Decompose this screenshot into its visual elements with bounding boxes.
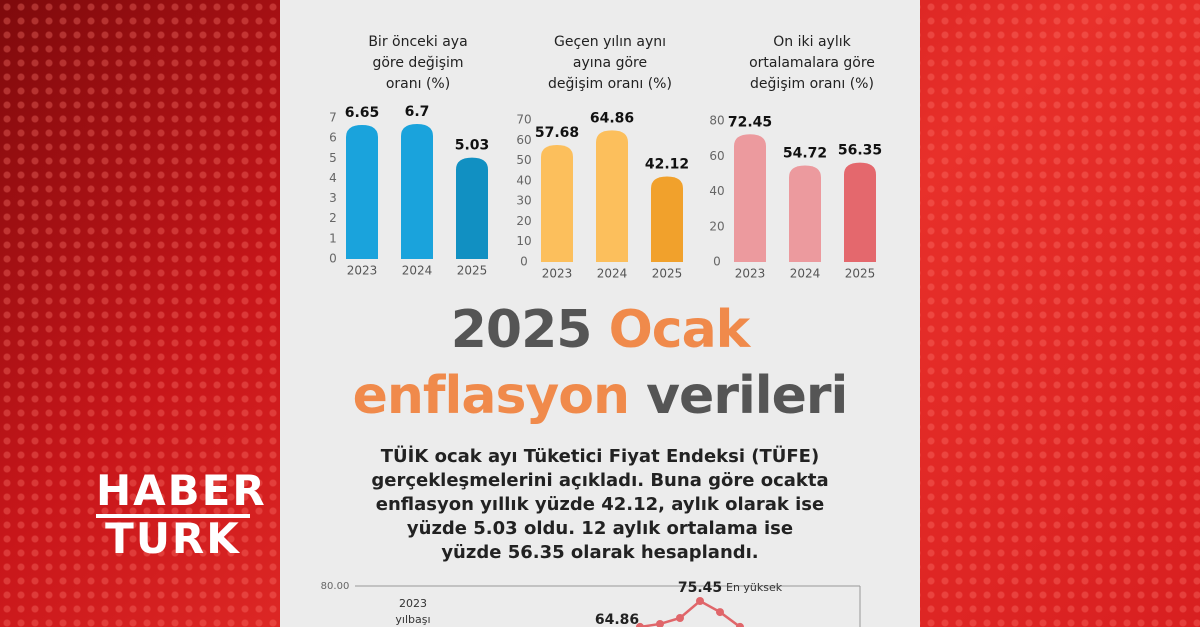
value-label: 54.72 — [783, 146, 827, 162]
value-label: 6.7 — [405, 104, 430, 120]
y-tick-label: 70 — [516, 113, 531, 127]
value-label: 75.45 — [678, 580, 722, 596]
x-tick-label: 2025 — [652, 267, 683, 281]
x-tick-label: 2024 — [597, 267, 628, 281]
value-label: 5.03 — [455, 138, 490, 154]
bar — [596, 130, 628, 262]
y-tick-label: 2 — [329, 211, 337, 225]
chart-title: Bir önceki aya — [368, 34, 467, 50]
y-tick-label: 7 — [329, 111, 337, 125]
line-point — [696, 597, 704, 606]
line-point — [656, 619, 664, 627]
headline-word: enflasyon — [352, 366, 630, 426]
chart-title: değişim oranı (%) — [548, 76, 672, 92]
x-tick-label: 2023 — [542, 267, 573, 281]
chart-title: değişim oranı (%) — [750, 76, 874, 92]
y-tick-label: 10 — [516, 234, 531, 248]
y-tick-label: 40 — [709, 184, 724, 198]
headline-word: verileri — [646, 366, 848, 426]
y-tick-label: 60 — [516, 133, 531, 147]
y-tick-label: 0 — [713, 255, 721, 269]
value-label: 72.45 — [728, 114, 772, 130]
bar — [541, 144, 573, 262]
y-tick-label: 50 — [516, 153, 531, 167]
y-tick-label: 20 — [709, 219, 724, 233]
headline-word: 2025 — [450, 300, 593, 360]
headline: 2025 Ocak — [280, 300, 920, 360]
chart-title: göre değişim — [372, 55, 463, 71]
body-line: yüzde 5.03 oldu. 12 aylık ortalama ise — [406, 518, 794, 539]
logo-top: HABER — [96, 466, 267, 515]
line-point — [736, 622, 744, 627]
value-label: 56.35 — [838, 143, 882, 159]
bar — [651, 176, 683, 262]
bar — [734, 134, 766, 262]
value-label: 64.86 — [595, 612, 639, 627]
y-tick-label: 5 — [329, 151, 337, 165]
body-line: enflasyon yıllık yüzde 42.12, aylık olar… — [375, 494, 825, 515]
y-tick-label: 80.00 — [321, 581, 350, 592]
y-tick-label: 3 — [329, 191, 337, 205]
logo-bottom: TURK — [105, 514, 241, 563]
chart-title: ayına göre — [573, 55, 647, 71]
x-tick-label: 2024 — [402, 264, 433, 278]
panel — [280, 0, 920, 627]
y-tick-label: 20 — [516, 214, 531, 228]
y-tick-label: 40 — [516, 173, 531, 187]
headline: enflasyon verileri — [280, 366, 920, 426]
annotation: yılbaşı — [395, 613, 430, 626]
y-tick-label: 60 — [709, 149, 724, 163]
bar — [456, 157, 488, 259]
x-tick-label: 2025 — [457, 264, 488, 278]
body-line: TÜİK ocak ayı Tüketici Fiyat Endeksi (TÜ… — [380, 446, 820, 467]
logo-rule — [96, 514, 250, 518]
headline-word: Ocak — [608, 300, 751, 360]
value-label: 64.86 — [590, 110, 634, 126]
y-tick-label: 4 — [329, 171, 337, 185]
line-point — [676, 614, 684, 623]
chart-title: ortalamalara göre — [749, 55, 875, 71]
y-tick-label: 1 — [329, 231, 337, 245]
y-tick-label: 6 — [329, 131, 337, 145]
chart-title: On iki aylık — [773, 34, 851, 50]
x-tick-label: 2023 — [735, 267, 766, 281]
body-text: TÜİK ocak ayı Tüketici Fiyat Endeksi (TÜ… — [280, 445, 920, 565]
chart-title: oranı (%) — [386, 76, 450, 92]
line-point — [716, 608, 724, 617]
value-label: 42.12 — [645, 157, 689, 173]
body-line: yüzde 56.35 olarak hesaplandı. — [441, 542, 759, 563]
x-tick-label: 2025 — [845, 267, 876, 281]
annotation: 2023 — [399, 597, 427, 610]
x-tick-label: 2023 — [347, 264, 378, 278]
y-tick-label: 0 — [329, 252, 337, 266]
x-tick-label: 2024 — [790, 267, 821, 281]
value-label: 57.68 — [535, 125, 579, 141]
y-tick-label: 30 — [516, 194, 531, 208]
chart-title: Geçen yılın aynı — [554, 34, 666, 50]
y-tick-label: 0 — [520, 255, 528, 269]
bar — [789, 165, 821, 262]
value-label: 6.65 — [345, 105, 380, 121]
annotation: En yüksek — [726, 581, 783, 594]
body-line: gerçekleşmelerini açıkladı. Buna göre oc… — [371, 470, 829, 491]
line-point — [636, 622, 644, 627]
bar — [346, 125, 378, 259]
bar — [401, 124, 433, 260]
y-tick-label: 80 — [709, 114, 724, 128]
bar — [844, 162, 876, 262]
